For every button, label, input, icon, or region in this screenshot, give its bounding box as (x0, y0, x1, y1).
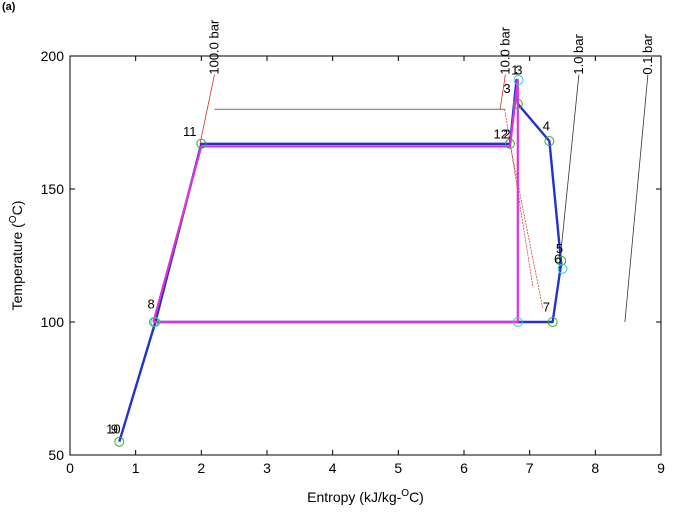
isobar-line (558, 74, 580, 269)
isobar-label: 1.0 bar (571, 33, 586, 74)
state-label: 3 (515, 63, 522, 78)
x-tick-label: 7 (526, 460, 534, 476)
state-marker (556, 255, 567, 266)
cycle-series (118, 78, 563, 443)
state-label: 12 (494, 126, 508, 141)
state-label: 4 (543, 118, 550, 133)
isobar-lines: 100.0 bar 10.0 bar 1.0 bar 0.1 bar (199, 19, 655, 323)
y-tick-label: 200 (41, 48, 65, 64)
y-axis-label: Temperature (OC) (8, 201, 25, 311)
x-tick-label: 5 (394, 460, 402, 476)
y-tick-label: 100 (41, 314, 65, 330)
state-marker (114, 436, 125, 447)
state-label: 9 (111, 422, 118, 437)
x-axis-label: Entropy (kJ/kg-OC) (307, 488, 424, 505)
state-marker (547, 317, 558, 327)
state-label: 6 (554, 251, 561, 266)
state-label: 3 (503, 81, 510, 96)
cycle-path-1 (152, 78, 519, 324)
state-markers (114, 74, 568, 447)
state-marker (544, 136, 555, 147)
x-tick-label: 8 (591, 460, 599, 476)
state-marker (557, 263, 568, 274)
state-marker (196, 138, 207, 149)
x-tick-label: 2 (197, 460, 205, 476)
state-marker (512, 317, 523, 327)
isobar-line (624, 74, 649, 323)
x-tick-label: 9 (657, 460, 665, 476)
isobar-label: 100.0 bar (206, 19, 221, 75)
state-labels: 109 8 11 122 313 4 56 7 (106, 63, 563, 437)
plot-frame (69, 55, 662, 456)
x-tick-label: 4 (329, 460, 337, 476)
panel-label: (a) (2, 1, 16, 13)
isobar-label: 10.0 bar (497, 26, 512, 74)
state-label: 1 (511, 63, 518, 78)
x-tick-label: 1 (132, 460, 140, 476)
isobar-label: 0.1 bar (640, 33, 655, 74)
state-label: 2 (503, 126, 510, 141)
state-label: 7 (543, 299, 550, 314)
state-label: 11 (183, 124, 197, 139)
state-marker (513, 74, 524, 85)
state-marker (150, 317, 161, 327)
isobar-line (199, 74, 215, 144)
x-tick-label: 3 (263, 460, 271, 476)
state-label: 8 (147, 297, 154, 312)
x-tick-label: 6 (460, 460, 468, 476)
axes-frame (69, 55, 662, 456)
isobar-line (499, 74, 506, 110)
state-label: 10 (106, 422, 120, 437)
y-tick-label: 150 (41, 181, 65, 197)
x-tick-label: 0 (66, 460, 74, 476)
state-marker (504, 138, 515, 149)
saturation-line (509, 143, 544, 309)
state-label: 5 (556, 241, 563, 256)
state-marker (512, 98, 523, 109)
y-tick-label: 50 (48, 447, 64, 463)
